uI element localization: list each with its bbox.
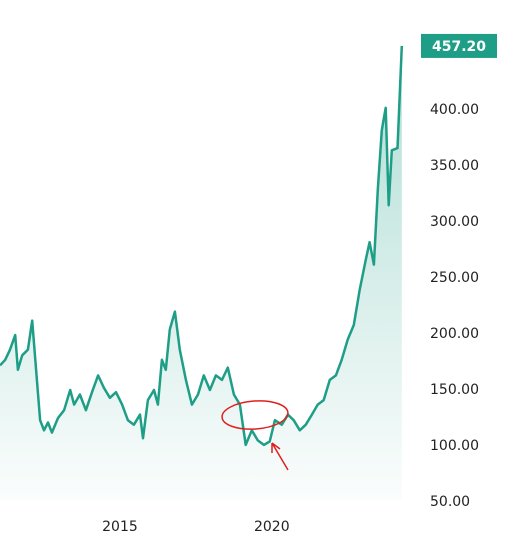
- last-price-label: 457.20: [432, 39, 486, 55]
- x-tick-label: 2015: [102, 519, 138, 535]
- y-tick-label: 200.00: [430, 326, 479, 342]
- highlight-circle: [221, 400, 289, 430]
- y-tick-label: 250.00: [430, 270, 479, 286]
- y-tick-label: 300.00: [430, 214, 479, 230]
- area: [0, 45, 402, 501]
- y-tick-label: 50.00: [430, 494, 470, 510]
- highlight-arrow: [271, 442, 289, 471]
- last-price-box: [421, 33, 497, 58]
- y-tick-label: 150.00: [430, 382, 479, 398]
- y-tick-label: 100.00: [430, 438, 479, 454]
- price-line: [0, 45, 404, 447]
- plot: [0, 45, 404, 501]
- y-tick-label: 350.00: [430, 158, 479, 174]
- x-tick-label: 2020: [254, 519, 290, 535]
- y-tick-label: 400.00: [430, 102, 479, 118]
